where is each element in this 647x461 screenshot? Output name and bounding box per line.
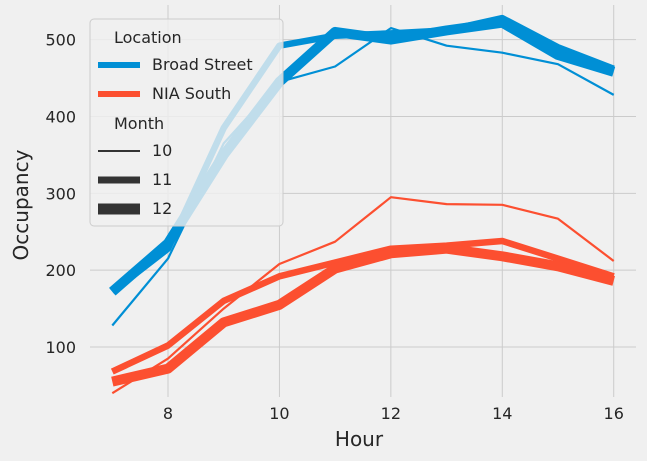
legend-size-title: Month [114, 114, 164, 133]
legend-hue-title: Location [114, 28, 182, 47]
legend-label-month-12: 12 [152, 199, 172, 218]
y-tick-label-400: 400 [45, 107, 76, 126]
x-tick-label-8: 8 [163, 404, 173, 423]
series-nia-south-month-10 [111, 196, 615, 395]
x-tick-label-12: 12 [381, 404, 401, 423]
y-tick-label-300: 300 [45, 184, 76, 203]
y-tick-label-100: 100 [45, 338, 76, 357]
x-tick-label-14: 14 [492, 404, 512, 423]
y-tick-labels: 100 200 300 400 500 [45, 31, 76, 357]
legend-label-month-11: 11 [152, 170, 172, 189]
series-nia-south-month-12 [111, 243, 615, 387]
legend-label-month-10: 10 [152, 141, 172, 160]
x-tick-label-10: 10 [269, 404, 289, 423]
x-tick-labels: 8 10 12 14 16 [163, 404, 624, 423]
legend-label-nia-south: NIA South [152, 84, 231, 103]
legend: Location Broad Street NIA South Month 10… [89, 18, 284, 227]
x-tick-label-16: 16 [604, 404, 624, 423]
y-axis-label: Occupancy [9, 149, 33, 260]
x-axis-label: Hour [335, 427, 384, 451]
legend-label-broad-street: Broad Street [152, 55, 253, 74]
y-tick-label-200: 200 [45, 261, 76, 280]
legend-box [89, 18, 284, 227]
y-tick-label-500: 500 [45, 31, 76, 50]
series-nia-south-month-11 [110, 237, 615, 375]
